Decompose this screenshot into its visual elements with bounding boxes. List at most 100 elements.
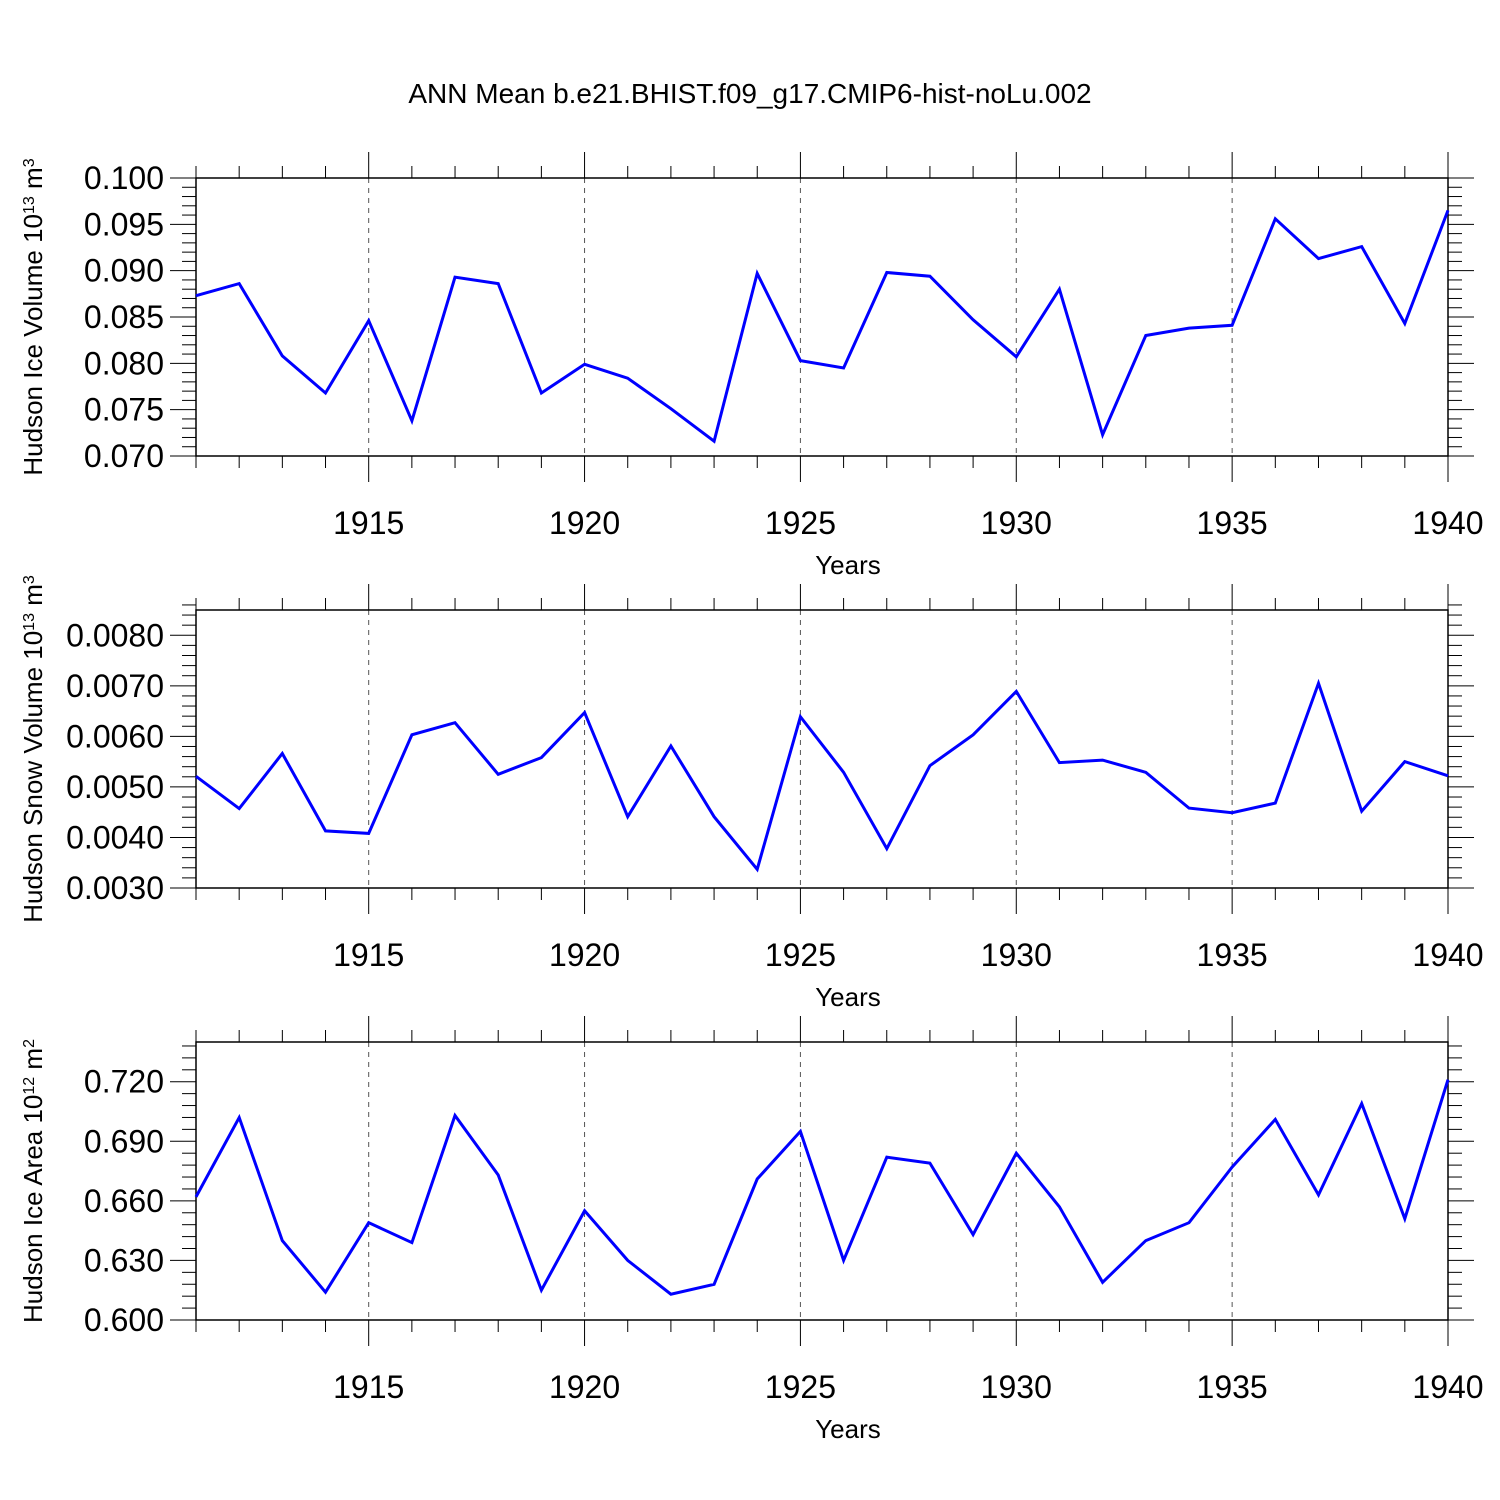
data-point: [410, 733, 414, 737]
data-point: [1230, 323, 1234, 327]
data-point: [712, 439, 716, 443]
data-point: [453, 1113, 457, 1117]
data-point: [194, 774, 198, 778]
panel-2: 0.0030 0.0040 0.0050 0.0060 0.0070 0.0080 1915…: [18, 575, 1484, 1012]
x-tick-label: 1925: [765, 505, 836, 541]
data-point: [755, 271, 759, 275]
data-point: [324, 391, 328, 395]
data-point: [971, 1233, 975, 1237]
data-point: [280, 354, 284, 358]
x-tick-label: 1925: [765, 937, 836, 973]
data-point: [1101, 1280, 1105, 1284]
data-point: [1403, 760, 1407, 764]
data-point: [669, 407, 673, 411]
data-point: [237, 282, 241, 286]
data-point: [280, 752, 284, 756]
data-point: [324, 829, 328, 833]
plot-frame: [195, 609, 1449, 889]
x-axis-title: Years: [815, 550, 881, 580]
x-tick-label: 1930: [981, 505, 1052, 541]
data-point: [237, 807, 241, 811]
y-tick-label: 0.0070: [66, 668, 164, 704]
data-point: [1360, 809, 1364, 813]
data-point: [798, 359, 802, 363]
data-point: [280, 1239, 284, 1243]
data-point: [928, 274, 932, 278]
y-tick-label: 0.095: [84, 206, 164, 242]
x-tick-label: 1930: [981, 937, 1052, 973]
data-point: [539, 1288, 543, 1292]
data-point: [669, 744, 673, 748]
data-point: [1273, 801, 1277, 805]
data-point: [1144, 770, 1148, 774]
data-point: [1144, 334, 1148, 338]
x-tick-label: 1930: [981, 1369, 1052, 1405]
data-point: [1057, 287, 1061, 291]
panel-1: 0.070 0.075 0.080 0.085 0.090 0.095 0.100 1915 1…: [18, 152, 1484, 580]
x-tick-label: 1935: [1197, 505, 1268, 541]
data-point: [885, 847, 889, 851]
x-tick-label: 1920: [549, 937, 620, 973]
y-tick-label: 0.720: [84, 1064, 164, 1100]
y-tick-label: 0.660: [84, 1183, 164, 1219]
y-axis-title: Hudson Snow Volume 1013 m3: [18, 575, 48, 923]
series-line: [194, 1079, 1450, 1296]
data-point: [194, 1195, 198, 1199]
data-point: [1446, 774, 1450, 778]
data-point: [1230, 811, 1234, 815]
plot-frame: [195, 1041, 1449, 1321]
data-point: [367, 1221, 371, 1225]
data-point: [1316, 1193, 1320, 1197]
data-point: [1446, 1078, 1450, 1082]
y-tick-label: 0.085: [84, 299, 164, 335]
data-point: [410, 1241, 414, 1245]
data-point: [755, 1177, 759, 1181]
x-tick-label: 1925: [765, 1369, 836, 1405]
data-point: [842, 770, 846, 774]
data-point: [798, 1129, 802, 1133]
data-point: [971, 318, 975, 322]
data-point: [583, 711, 587, 715]
panel-3: 0.600 0.630 0.660 0.690 0.720 1915 1920 1925 193…: [18, 1016, 1484, 1444]
data-point: [971, 733, 975, 737]
x-axis-title: Years: [815, 982, 881, 1012]
data-point: [1014, 689, 1018, 693]
data-point: [1101, 758, 1105, 762]
data-point: [1316, 257, 1320, 261]
x-axis-title: Years: [815, 1414, 881, 1444]
y-axis-title: Hudson Ice Volume 1013 m3: [18, 158, 48, 475]
x-tick-label: 1920: [549, 505, 620, 541]
data-point: [928, 1161, 932, 1165]
y-tick-label: 0.630: [84, 1242, 164, 1278]
y-tick-label: 0.100: [84, 160, 164, 196]
chart-title: ANN Mean b.e21.BHIST.f09_g17.CMIP6-hist-…: [408, 78, 1092, 109]
y-tick-label: 0.075: [84, 392, 164, 428]
data-point: [194, 294, 198, 298]
x-tick-label: 1940: [1412, 937, 1483, 973]
y-tick-label: 0.0080: [66, 617, 164, 653]
data-point: [496, 772, 500, 776]
data-point: [1057, 761, 1061, 765]
data-point: [1360, 1102, 1364, 1106]
data-point: [626, 376, 630, 380]
data-point: [1014, 355, 1018, 359]
data-point: [1187, 326, 1191, 330]
data-point: [453, 721, 457, 725]
data-point: [842, 366, 846, 370]
data-point: [1014, 1151, 1018, 1155]
x-tick-label: 1920: [549, 1369, 620, 1405]
data-point: [1187, 1221, 1191, 1225]
data-point: [1144, 1239, 1148, 1243]
data-point: [1057, 1205, 1061, 1209]
y-tick-label: 0.090: [84, 253, 164, 289]
data-point: [1446, 208, 1450, 212]
data-point: [626, 1258, 630, 1262]
y-tick-label: 0.690: [84, 1123, 164, 1159]
x-tick-label: 1915: [333, 1369, 404, 1405]
data-point: [539, 391, 543, 395]
data-point: [496, 1173, 500, 1177]
x-tick-label: 1940: [1412, 1369, 1483, 1405]
y-tick-label: 0.080: [84, 345, 164, 381]
